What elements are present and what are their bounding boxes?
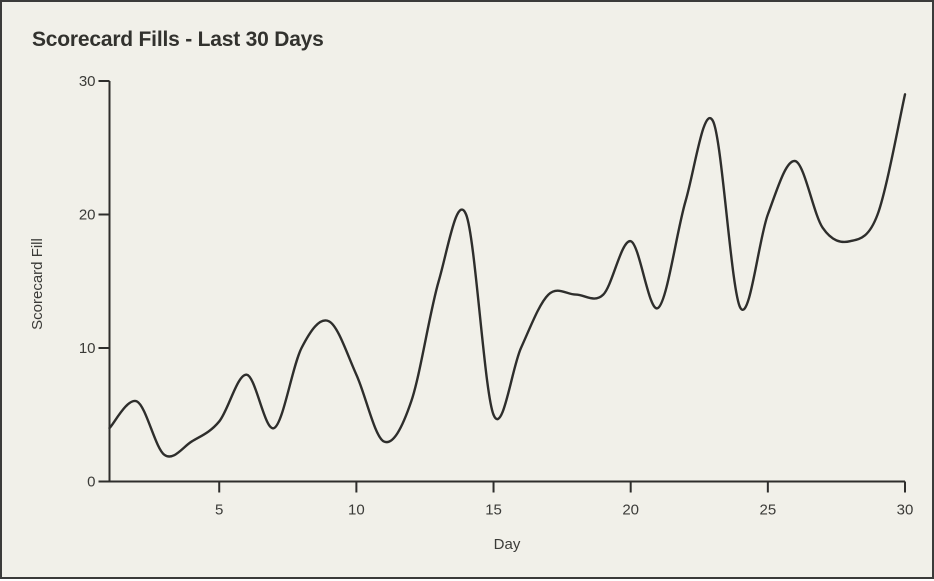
- x-tick-label: 10: [348, 502, 365, 519]
- x-tick-label: 5: [215, 502, 223, 519]
- y-tick-label: 10: [79, 340, 96, 357]
- y-axis-label: Scorecard Fill: [29, 238, 46, 330]
- x-axis-label: Day: [494, 536, 521, 553]
- y-tick-label: 0: [87, 474, 95, 491]
- y-ticks: 0 10 20 30: [79, 73, 110, 491]
- y-tick-label: 20: [79, 207, 96, 224]
- data-line: [108, 93, 907, 458]
- x-tick-label: 25: [760, 502, 777, 519]
- x-ticks: 5 10 15 20 25 30: [215, 481, 914, 519]
- x-tick-label: 15: [485, 502, 502, 519]
- x-tick-label: 30: [897, 502, 914, 519]
- y-tick-label: 30: [79, 73, 96, 90]
- x-tick-label: 20: [622, 502, 639, 519]
- axis-lines: [108, 81, 905, 483]
- chart-title: Scorecard Fills - Last 30 Days: [32, 28, 324, 51]
